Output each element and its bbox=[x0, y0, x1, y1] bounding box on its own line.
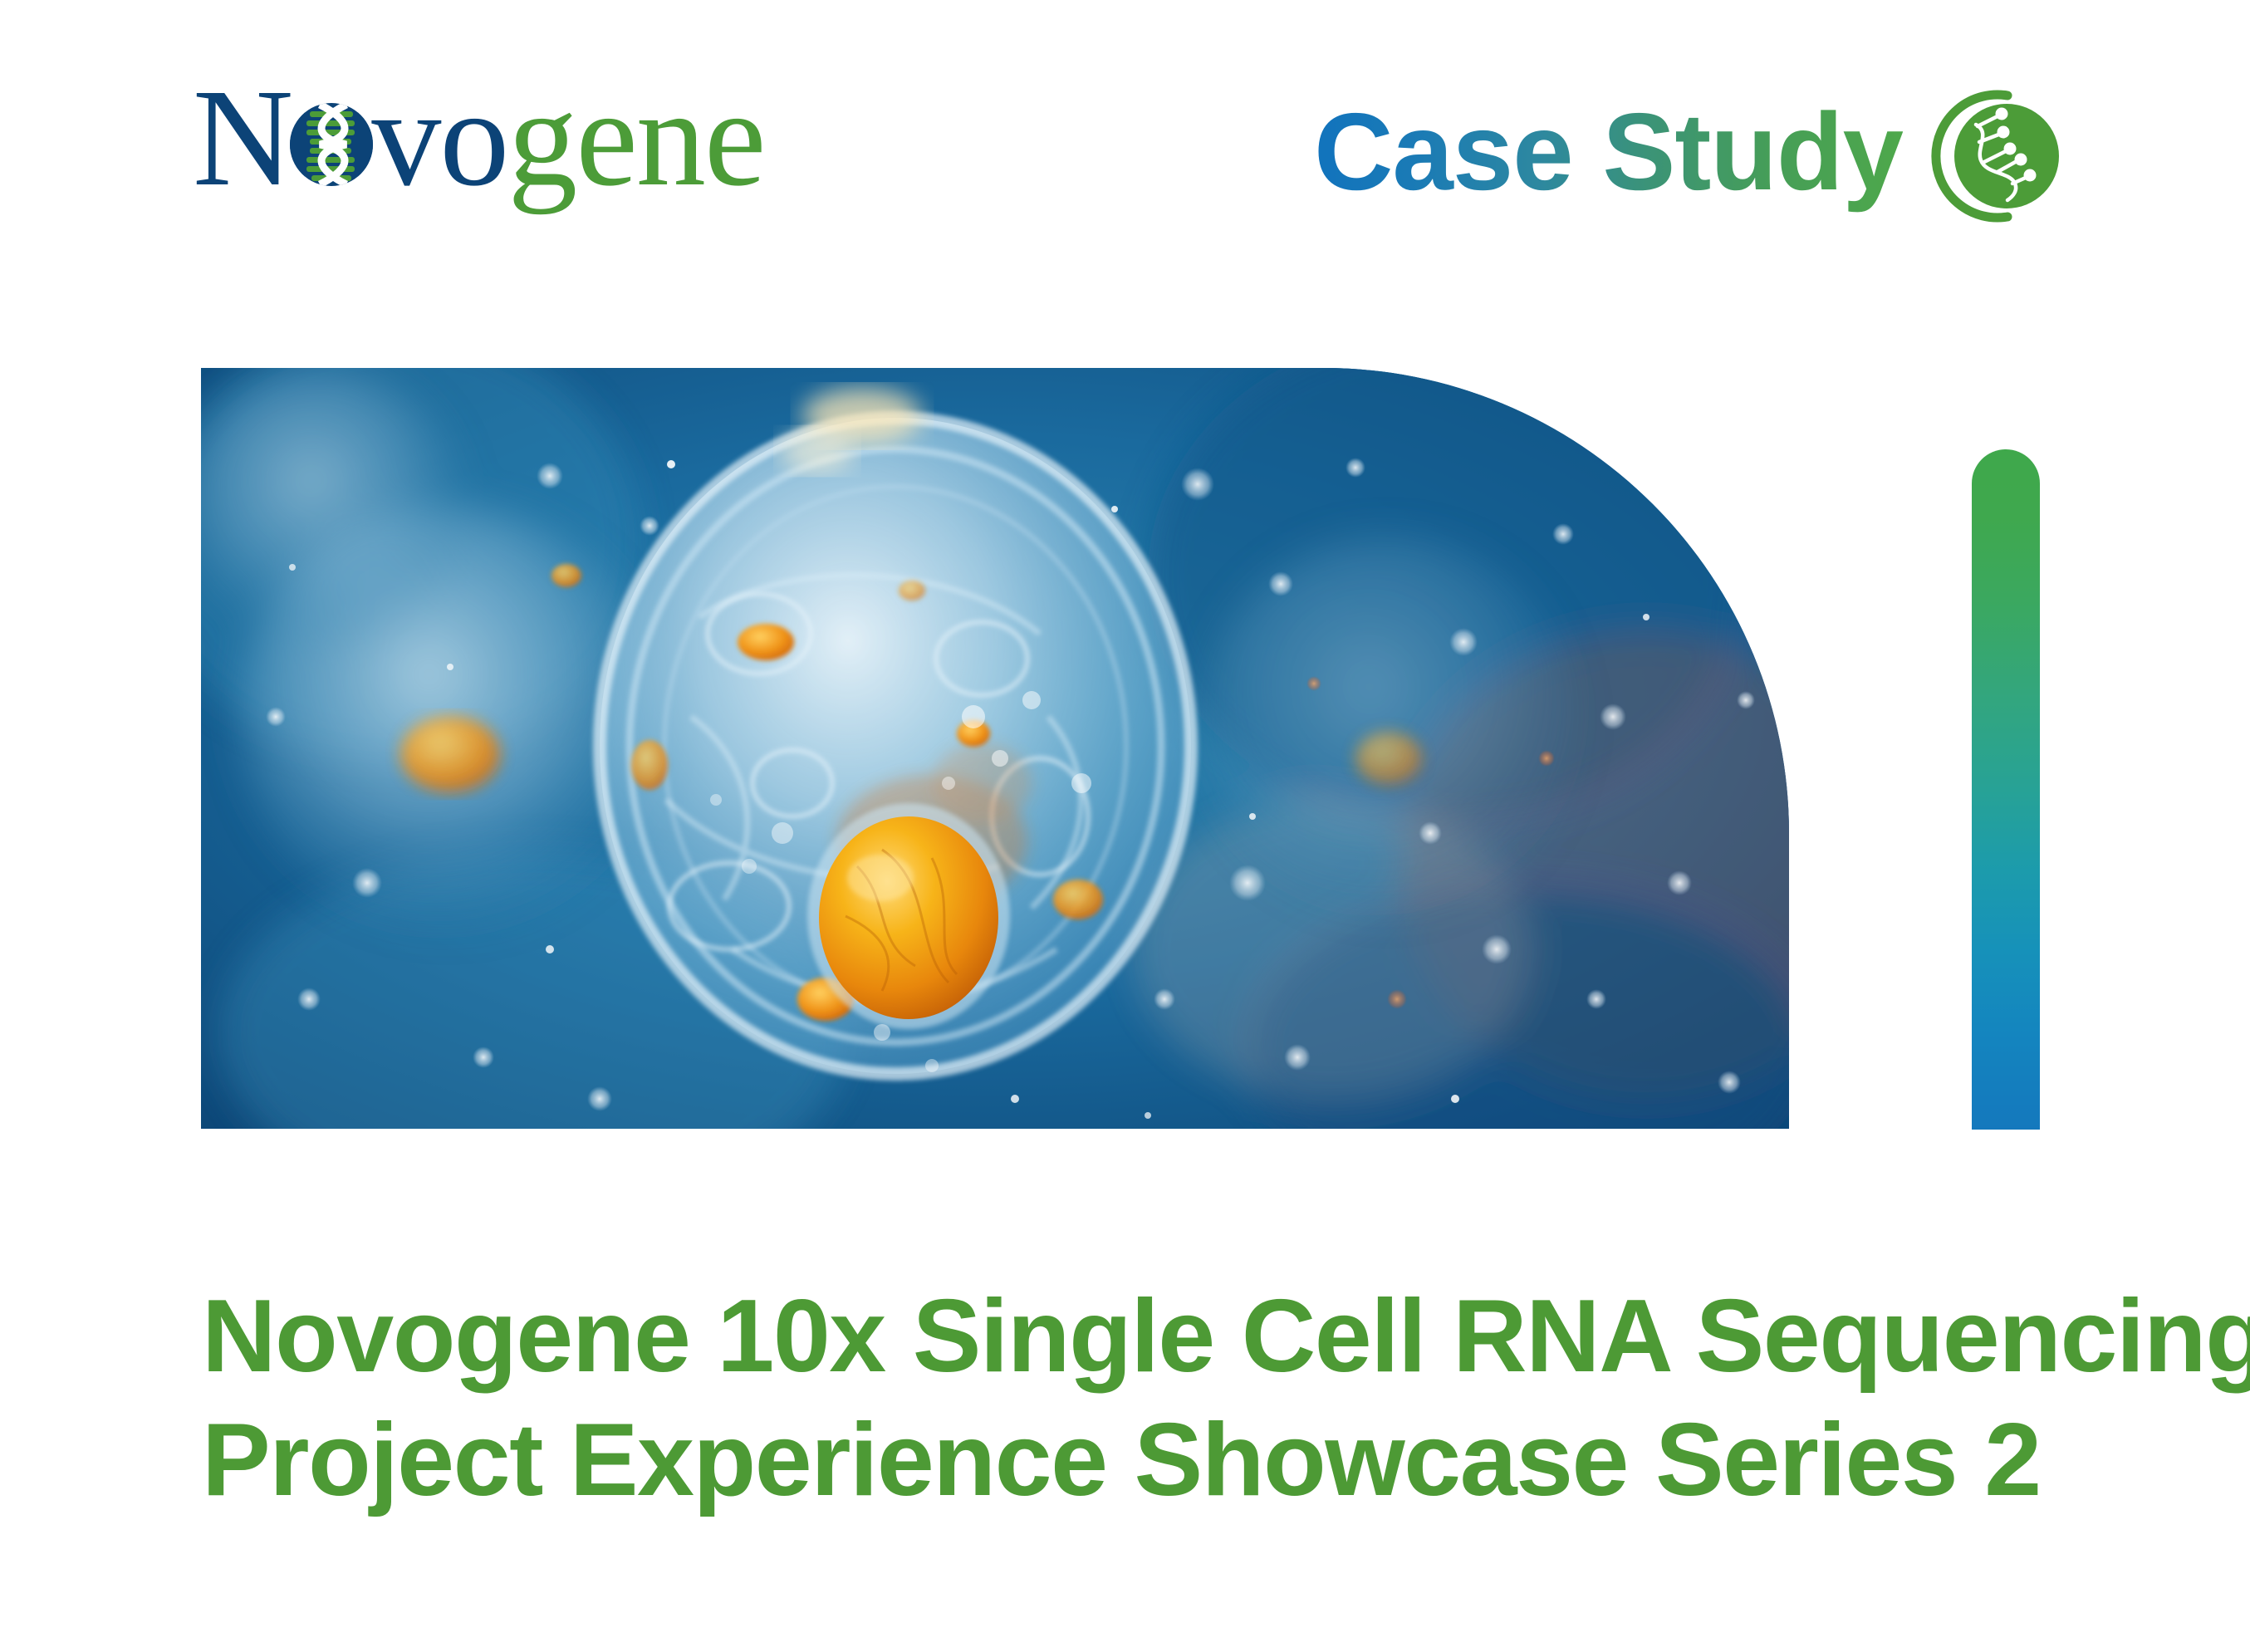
page-header: N bbox=[0, 0, 2250, 332]
novogene-logo[interactable]: N bbox=[193, 61, 766, 222]
vertical-gradient-bar bbox=[1972, 449, 2040, 1130]
case-study-label: Case Study bbox=[1314, 97, 1904, 215]
brand-text-vo: vo bbox=[371, 61, 509, 215]
brand-text-n: N bbox=[193, 61, 293, 215]
brand-text-gene: gene bbox=[507, 61, 766, 215]
dna-circle-badge-icon bbox=[1921, 81, 2072, 232]
page-title-line-2: Project Experience Showcase Series 2 bbox=[202, 1402, 2042, 1517]
case-study-label-group: Case Study bbox=[1314, 73, 2072, 239]
page-title-line-1: Novogene 10x Single Cell RNA Sequencing: bbox=[202, 1279, 2250, 1395]
page-title: Novogene 10x Single Cell RNA Sequencing:… bbox=[202, 1275, 2250, 1522]
dna-helix-circle-icon bbox=[288, 101, 375, 188]
striped-circle-watermark bbox=[1951, 338, 2061, 436]
cell-microscopy-image bbox=[201, 368, 1789, 1129]
